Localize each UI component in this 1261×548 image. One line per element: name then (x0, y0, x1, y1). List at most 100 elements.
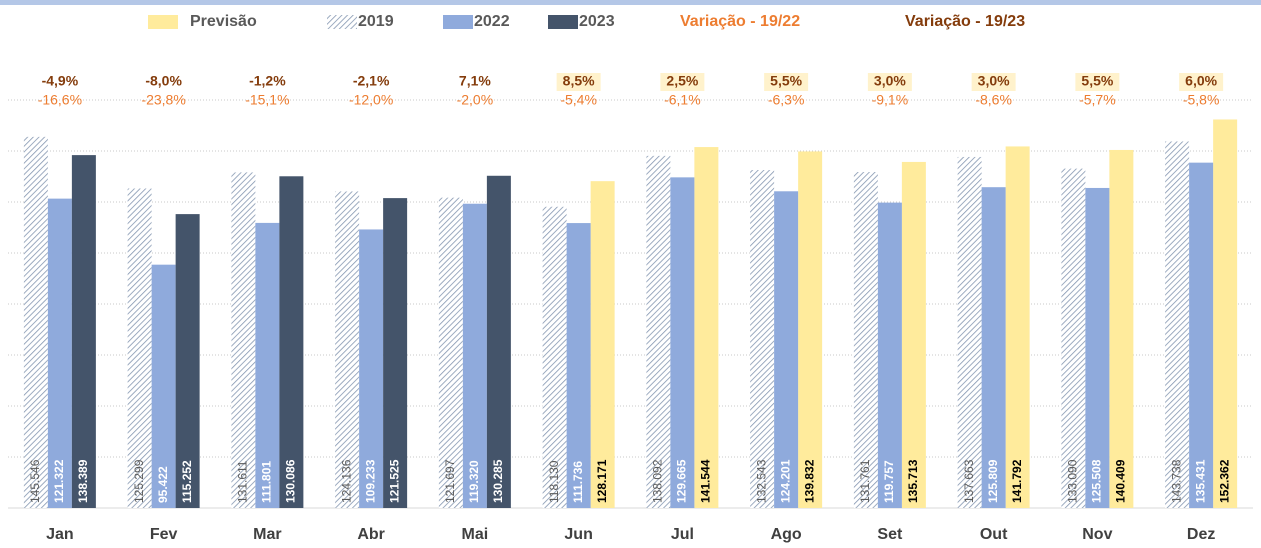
value-label: 141.792 (1010, 459, 1024, 503)
bar (486, 175, 511, 508)
x-tick-label: Out (980, 526, 1008, 543)
value-label: 140.409 (1114, 459, 1128, 503)
value-label: 139.832 (802, 459, 816, 503)
value-label: 95.422 (156, 466, 170, 503)
variation-label: -5,7% (1079, 92, 1116, 108)
value-label: 131.611 (236, 460, 250, 503)
legend-swatch (148, 15, 178, 29)
legend-label: Variação - 19/23 (905, 13, 1025, 30)
bar (590, 181, 615, 509)
value-label: 119.757 (882, 460, 896, 503)
bar (279, 176, 304, 508)
value-label: 124.201 (778, 459, 792, 503)
forecast-highlight (660, 73, 705, 91)
value-label: 138.389 (76, 459, 90, 503)
x-tick-label: Fev (150, 526, 178, 543)
value-label: 135.713 (906, 459, 920, 503)
variation-label: -5,4% (560, 92, 597, 108)
x-tick-label: Mai (462, 526, 489, 543)
value-label: 141.544 (699, 459, 713, 503)
bar (981, 187, 1006, 508)
bar (255, 222, 280, 508)
bar (798, 151, 823, 508)
x-tick-label: Jun (564, 526, 592, 543)
variation-label: -9,1% (872, 92, 909, 108)
value-label: 138.092 (651, 459, 665, 503)
value-label: 111.801 (260, 461, 274, 503)
value-label: 115.252 (180, 460, 194, 503)
value-label: 121.525 (387, 459, 401, 503)
value-label: 132.543 (754, 459, 768, 503)
variation-label: -2,0% (457, 92, 494, 108)
variation-label: 5,5% (1081, 73, 1113, 89)
bar (335, 191, 360, 509)
variation-label: -1,2% (249, 73, 286, 89)
legend-swatch (443, 15, 473, 29)
bar (1005, 146, 1030, 508)
forecast-highlight (1179, 73, 1224, 91)
value-label: 137.663 (962, 459, 976, 503)
bar (438, 197, 463, 508)
x-tick-label: Jan (46, 526, 74, 543)
value-label: 109.233 (363, 459, 377, 503)
forecast-highlight (764, 73, 809, 91)
x-tick-label: Ago (771, 526, 802, 543)
legend-swatch (327, 15, 357, 29)
bar (901, 161, 926, 508)
variation-label: -8,0% (145, 73, 182, 89)
bar (47, 198, 72, 508)
legend-label: 2022 (474, 13, 510, 30)
forecast-highlight (1075, 73, 1120, 91)
legend-label: Variação - 19/22 (680, 13, 800, 30)
bar (750, 170, 775, 508)
value-label: 119.320 (467, 460, 481, 503)
variation-label: -5,8% (1183, 92, 1220, 108)
bar (1085, 187, 1110, 509)
value-label: 125.299 (132, 459, 146, 503)
value-label: 131.761 (858, 459, 872, 503)
x-tick-label: Abr (357, 526, 385, 543)
value-label: 129.665 (675, 459, 689, 503)
value-label: 125.508 (1090, 459, 1104, 503)
x-tick-label: Dez (1187, 526, 1215, 543)
variation-label: 8,5% (563, 73, 595, 89)
x-tick-label: Mar (253, 526, 281, 543)
value-label: 135.431 (1193, 459, 1207, 503)
bar (231, 172, 256, 508)
bar (71, 155, 96, 509)
bar (542, 206, 567, 508)
bar (566, 223, 591, 509)
variation-label: -16,6% (38, 92, 82, 108)
variation-label: -6,3% (768, 92, 805, 108)
variation-label: 5,5% (770, 73, 802, 89)
value-label: 130.285 (491, 459, 505, 503)
variation-label: -12,0% (349, 92, 393, 108)
value-label: 152.362 (1217, 459, 1231, 503)
bar (877, 202, 902, 509)
value-label: 143.738 (1169, 459, 1183, 503)
legend-label: Previsão (190, 13, 257, 30)
x-tick-label: Nov (1082, 526, 1112, 543)
bar (383, 198, 408, 508)
forecast-highlight (556, 73, 601, 91)
variation-label: 3,0% (874, 73, 906, 89)
bar (1109, 149, 1134, 509)
bar (1213, 119, 1238, 508)
variation-label: -23,8% (141, 92, 185, 108)
bar (1165, 141, 1190, 509)
bar (957, 156, 982, 508)
bar (359, 229, 384, 508)
value-label: 121.322 (52, 459, 66, 503)
forecast-highlight (971, 73, 1016, 91)
variation-label: 3,0% (978, 73, 1010, 89)
bar (175, 214, 200, 508)
variation-label: -8,6% (975, 92, 1012, 108)
bar (151, 264, 176, 508)
variation-label: 7,1% (459, 73, 491, 89)
legend-label: 2023 (579, 13, 615, 30)
variation-label: 6,0% (1185, 73, 1217, 89)
bar (462, 203, 487, 508)
value-label: 125.809 (986, 459, 1000, 503)
legend-label: 2019 (358, 13, 394, 30)
